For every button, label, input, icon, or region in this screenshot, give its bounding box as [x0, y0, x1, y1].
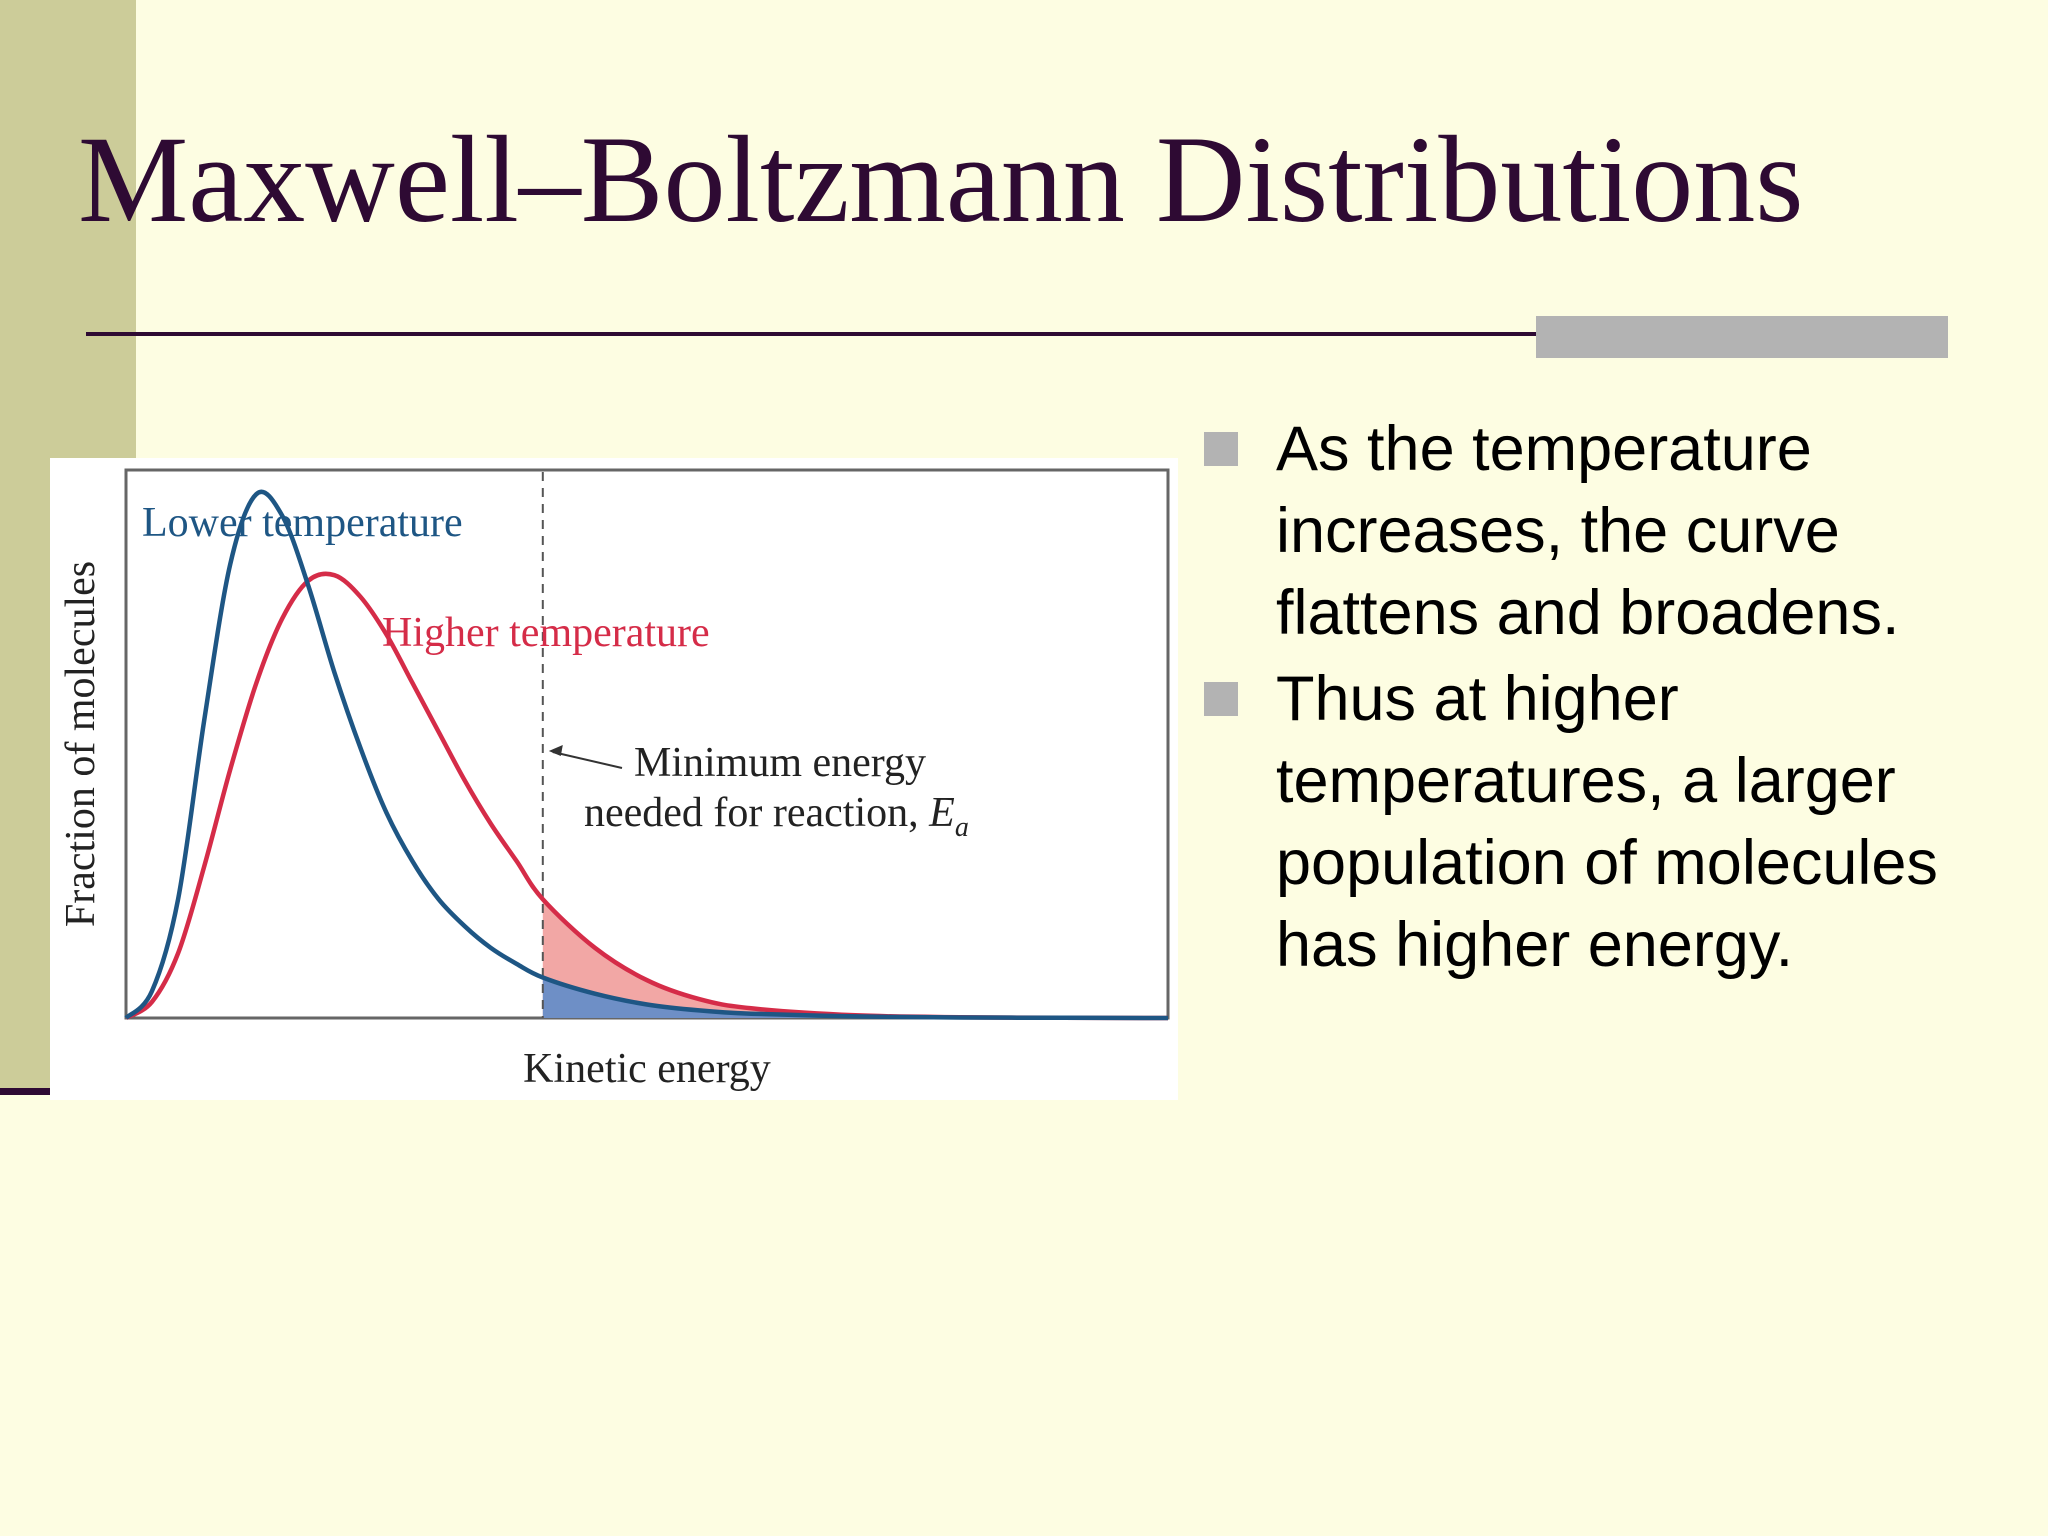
- threshold-label-line2: needed for reaction, Ea: [584, 790, 969, 843]
- lower-temp-label: Lower temperature: [142, 500, 463, 546]
- threshold-arrowhead-icon: [548, 745, 563, 756]
- higher-temp-label: Higher temperature: [382, 610, 710, 656]
- square-bullet-icon: [1204, 432, 1238, 466]
- lower-temp-curve: [124, 489, 1169, 1021]
- lower-temp-tail-area: [542, 977, 1168, 1018]
- bullet-item: As the temperature increases, the curve …: [1200, 408, 2020, 654]
- maxwell-boltzmann-chart: Lower temperature Higher temperature Minim…: [58, 468, 1170, 1092]
- title-rule-accent: [1536, 316, 1948, 358]
- bullet-text: As the temperature increases, the curve …: [1276, 414, 1900, 648]
- slide-title: Maxwell–Boltzmann Distributions: [78, 111, 1804, 248]
- x-axis-label: Kinetic energy: [523, 1046, 771, 1092]
- square-bullet-icon: [1204, 682, 1238, 716]
- chart-figure: Lower temperature Higher temperature Minim…: [50, 458, 1178, 1100]
- ea-subscript: a: [955, 812, 969, 843]
- bullet-text: Thus at higher temperatures, a larger po…: [1276, 664, 1938, 980]
- threshold-label-line1: Minimum energy: [634, 740, 926, 786]
- bullet-item: Thus at higher temperatures, a larger po…: [1200, 658, 2020, 986]
- ea-symbol: E: [928, 790, 955, 836]
- y-axis-label: Fraction of molecules: [58, 561, 104, 927]
- side-accent-foot: [0, 1088, 56, 1095]
- title-rule: [86, 332, 1948, 336]
- bullet-list: As the temperature increases, the curve …: [1200, 408, 2020, 990]
- threshold-leader-line: [552, 751, 623, 769]
